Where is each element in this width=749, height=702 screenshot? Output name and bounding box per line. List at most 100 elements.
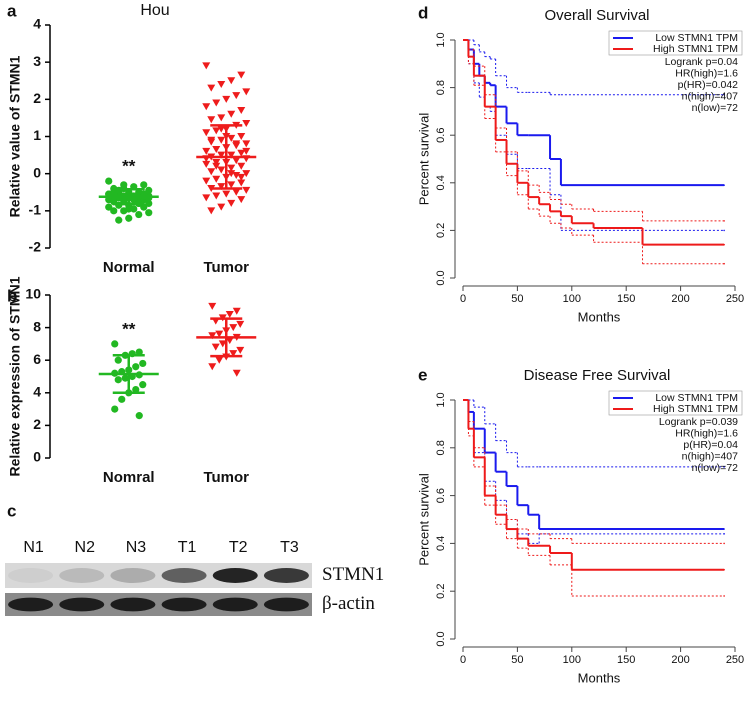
- data-point: [202, 62, 211, 70]
- data-point: [145, 199, 153, 207]
- lane-label: N1: [23, 539, 44, 556]
- data-point: [237, 173, 246, 181]
- chart-title: Hou: [140, 2, 169, 19]
- data-point: [111, 340, 119, 348]
- chart-title: Overall Survival: [544, 7, 649, 24]
- lane-label: T2: [229, 539, 248, 556]
- data-point: [217, 183, 226, 191]
- ci-lower-end: [723, 262, 725, 265]
- x-tick-label: 50: [511, 293, 523, 305]
- y-tick-label: 0.6: [435, 128, 447, 143]
- data-point: [212, 99, 221, 107]
- lane-label: N3: [126, 539, 147, 556]
- data-point: [237, 71, 246, 79]
- x-tick-label: 100: [563, 293, 581, 305]
- survival-step-end: [723, 184, 725, 186]
- y-tick-label: 0.0: [435, 631, 447, 646]
- x-tick-label: 150: [617, 654, 635, 666]
- survival-step-end: [723, 528, 725, 530]
- data-point: [242, 147, 251, 155]
- x-tick-label: 200: [671, 654, 689, 666]
- data-point: [135, 412, 143, 420]
- y-axis-label: Percent survival: [416, 473, 431, 566]
- data-point: [217, 125, 226, 133]
- data-point: [105, 203, 113, 211]
- survival-step-end: [723, 568, 725, 571]
- data-point: [114, 356, 122, 364]
- x-tick-label: 0: [460, 654, 466, 666]
- y-tick-label: 0: [33, 449, 41, 465]
- sd-bar: [210, 317, 243, 358]
- data-point: [207, 116, 216, 124]
- blot-band: [161, 597, 207, 612]
- blot-band: [161, 568, 207, 583]
- data-point: [208, 302, 217, 310]
- y-tick-label: 0.0: [435, 270, 447, 285]
- data-point: [207, 84, 216, 92]
- x-tick-label: 0: [460, 293, 466, 305]
- data-point: [232, 92, 241, 100]
- ci-upper-end: [723, 542, 725, 545]
- stat-annotation: HR(high)=1.6: [675, 67, 738, 79]
- data-point: [217, 80, 226, 88]
- y-tick-label: 0: [33, 164, 41, 180]
- blot-band: [8, 568, 54, 583]
- legend-label: High STMN1 TPM: [653, 403, 738, 415]
- data-point: [135, 348, 143, 356]
- stat-annotation: Logrank p=0.04: [665, 56, 738, 68]
- data-point: [227, 134, 236, 142]
- stat-annotation: Logrank p=0.039: [659, 416, 738, 428]
- data-point: [232, 188, 241, 196]
- legend-box: [608, 30, 743, 56]
- y-tick-label: 0.4: [435, 175, 447, 190]
- data-point: [232, 307, 241, 315]
- data-point: [207, 168, 216, 176]
- panel-label: c: [7, 501, 16, 520]
- data-point: [232, 157, 241, 165]
- lane-label: N2: [75, 539, 96, 556]
- data-point: [202, 147, 211, 155]
- y-tick-label: 0.6: [435, 488, 447, 503]
- data-point: [227, 199, 236, 207]
- data-point: [139, 359, 147, 368]
- blot-band: [212, 597, 258, 612]
- ci-upper-end: [723, 466, 725, 468]
- sd-bar: [112, 354, 145, 395]
- y-tick-label: 0.8: [435, 80, 447, 95]
- y-tick-label: 1.0: [435, 32, 447, 47]
- data-point: [115, 216, 123, 224]
- data-point: [237, 106, 246, 114]
- stat-annotation: n(high)=407: [682, 90, 738, 102]
- data-point: [227, 151, 236, 159]
- data-point: [207, 136, 216, 144]
- data-point: [212, 175, 221, 183]
- y-tick-label: 4: [33, 16, 41, 32]
- data-point: [229, 350, 238, 358]
- row-label: STMN1: [322, 564, 384, 585]
- data-point: [236, 346, 245, 354]
- blot-band: [59, 597, 105, 612]
- data-point: [237, 149, 246, 157]
- lane-label: T3: [280, 539, 299, 556]
- data-point: [222, 190, 231, 198]
- data-point: [237, 179, 246, 187]
- data-point: [237, 133, 246, 140]
- y-axis-label: Percent survival: [416, 113, 431, 206]
- data-point: [242, 119, 251, 127]
- data-point: [212, 162, 221, 170]
- data-point: [202, 129, 211, 137]
- data-point: [208, 363, 217, 371]
- y-tick-label: 8: [33, 318, 41, 334]
- sd-bar: [210, 124, 243, 190]
- data-point: [120, 181, 128, 189]
- legend-label: Low STMN1 TPM: [655, 392, 738, 404]
- sd-bar: [112, 188, 145, 206]
- stat-annotation: n(low)=72: [692, 462, 739, 474]
- blot-band: [263, 568, 309, 583]
- ci-lower-end: [723, 229, 725, 232]
- y-tick-label: 2: [33, 416, 41, 432]
- x-tick-label: Tumor: [203, 469, 249, 486]
- data-point: [217, 166, 226, 174]
- data-point: [105, 177, 113, 185]
